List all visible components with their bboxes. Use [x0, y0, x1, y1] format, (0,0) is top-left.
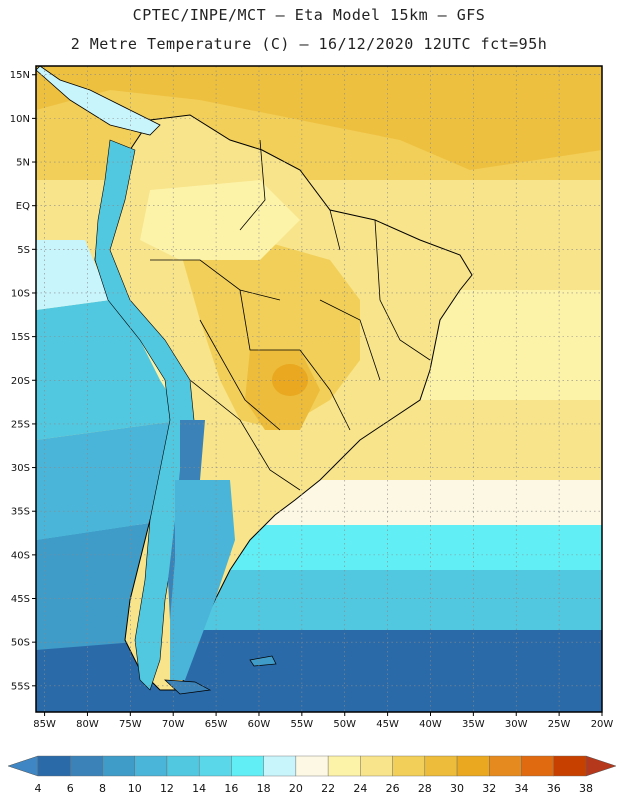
- lat-tick-label: 10N: [10, 114, 30, 125]
- colorbar-label: 38: [579, 782, 593, 795]
- chart-title: CPTEC/INPE/MCT – Eta Model 15km – GFS: [132, 6, 486, 24]
- map-frame: [35, 65, 603, 713]
- lon-tick-label: 45W: [376, 719, 399, 730]
- colorbar-swatch: [37, 755, 71, 777]
- colorbar-swatch: [295, 755, 329, 777]
- ocean-band-colder: [36, 630, 602, 712]
- hot-core: [272, 364, 308, 396]
- lat-tick-label: 10S: [11, 288, 30, 299]
- lon-tick-label: 20W: [591, 719, 614, 730]
- lat-tick-label: 25S: [11, 419, 30, 430]
- colorbar-label: 10: [128, 782, 142, 795]
- colorbar-swatch: [456, 755, 490, 777]
- colorbar-swatch: [489, 755, 522, 777]
- lat-tick-label: 30S: [11, 463, 30, 474]
- colorbar-label: 6: [67, 782, 74, 795]
- colorbar-swatch: [327, 755, 361, 777]
- colorbar-swatch: [360, 755, 393, 777]
- colorbar-label: 30: [450, 782, 464, 795]
- lon-tick-label: 55W: [291, 719, 314, 730]
- lat-tick-label: 40S: [11, 550, 30, 561]
- lon-tick-label: 40W: [419, 719, 442, 730]
- lat-tick-label: 15S: [11, 332, 30, 343]
- central-america-land: [36, 66, 161, 136]
- colorbar-label: 24: [353, 782, 367, 795]
- latitude-axis: 15N 10N 5N EQ 5S 10S 15S 20S 25S 30S 35S 40S 45S 50S 5…: [10, 70, 36, 692]
- colorbar-label: 8: [99, 782, 106, 795]
- patagonia-cool: [170, 480, 235, 680]
- colorbar-label: 20: [289, 782, 303, 795]
- lat-tick-label: 55S: [11, 681, 30, 692]
- colorbar-swatch: [521, 755, 554, 777]
- lon-tick-label: 30W: [505, 719, 528, 730]
- lon-tick-label: 35W: [462, 719, 485, 730]
- colorbar-swatch: [424, 755, 458, 777]
- lat-tick-label: 15N: [10, 70, 30, 81]
- amazon-mild: [140, 180, 300, 260]
- country-borders: [150, 139, 431, 491]
- colorbar-low-arrow: [7, 755, 39, 777]
- lat-tick-label: 50S: [11, 638, 30, 649]
- colorbar-label: 32: [482, 782, 496, 795]
- colorbar-swatch: [198, 755, 232, 777]
- lat-tick-label: 5N: [16, 158, 30, 169]
- lat-tick-label: 5S: [17, 245, 30, 256]
- longitude-axis: 85W 80W 75W 70W 65W 60W 55W 50W 45W 40W 35W 30W 25W 2…: [33, 712, 613, 730]
- colorbar-label: 18: [257, 782, 271, 795]
- lon-tick-label: 80W: [76, 719, 99, 730]
- colorbar-label: 34: [515, 782, 529, 795]
- lat-tick-label: EQ: [16, 201, 30, 212]
- chart-subtitle: 2 Metre Temperature (C) – 16/12/2020 12U…: [70, 35, 548, 53]
- pacific-south-cool: [36, 420, 185, 540]
- lon-tick-label: 65W: [205, 719, 228, 730]
- colorbar-swatch: [166, 755, 200, 777]
- colorbar-label: 36: [547, 782, 561, 795]
- lon-tick-label: 85W: [33, 719, 56, 730]
- lon-tick-label: 60W: [248, 719, 271, 730]
- falkland-islands: [249, 655, 277, 667]
- lat-tick-label: 45S: [11, 594, 30, 605]
- lon-tick-label: 25W: [548, 719, 571, 730]
- lon-tick-label: 75W: [119, 719, 142, 730]
- colorbar-swatch: [134, 755, 168, 777]
- colorbar-label: 12: [160, 782, 174, 795]
- colorbar-swatch: [231, 755, 264, 777]
- tierra-del-fuego: [164, 679, 212, 695]
- andes-cold: [94, 139, 196, 691]
- colorbar: 4 6 8 10 12 14 16 18 20 22 24 26 28 30 32 34 36 38: [7, 755, 617, 795]
- colorbar-label: 26: [386, 782, 400, 795]
- colorbar-swatch: [392, 755, 426, 777]
- lon-tick-label: 70W: [162, 719, 185, 730]
- colorbar-label: 16: [224, 782, 238, 795]
- pacific-cool-strip: [36, 240, 110, 310]
- colorbar-swatch: [263, 755, 297, 777]
- pacific-cold-tongue: [36, 300, 185, 440]
- colorbar-swatch: [553, 755, 587, 777]
- caribbean-warm: [36, 66, 602, 170]
- colorbar-swatch: [102, 755, 135, 777]
- temperature-field: [36, 66, 602, 712]
- colorbar-swatch: [70, 755, 103, 777]
- lat-tick-label: 20S: [11, 376, 30, 387]
- lon-tick-label: 50W: [333, 719, 356, 730]
- colorbar-label: 28: [418, 782, 432, 795]
- colorbar-label: 14: [192, 782, 206, 795]
- colorbar-high-arrow: [585, 755, 617, 777]
- lat-tick-label: 35S: [11, 507, 30, 518]
- colorbar-label: 22: [321, 782, 335, 795]
- colorbar-label: 4: [35, 782, 42, 795]
